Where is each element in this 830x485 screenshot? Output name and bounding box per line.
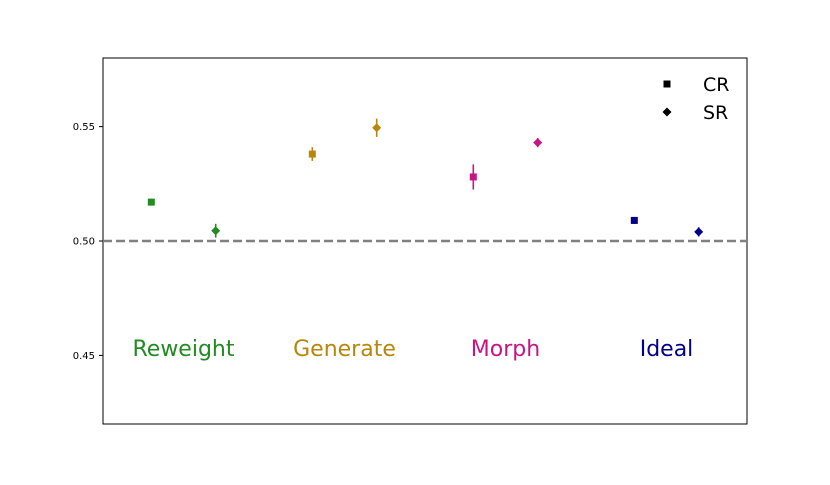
sr-point bbox=[211, 226, 221, 236]
sr-point bbox=[533, 138, 543, 148]
cr-point bbox=[630, 216, 638, 224]
legend: CR SR bbox=[662, 74, 729, 124]
sr-point bbox=[694, 227, 704, 237]
cr-point bbox=[147, 198, 155, 206]
y-tick-label: 0.45 bbox=[73, 351, 95, 362]
legend-marker-cr bbox=[663, 80, 671, 88]
group-label: Reweight bbox=[132, 337, 234, 362]
legend-label: SR bbox=[703, 102, 728, 124]
legend-marker-sr bbox=[662, 107, 672, 117]
group-label: Ideal bbox=[640, 337, 694, 362]
cr-point bbox=[469, 173, 477, 181]
y-tick-label: 0.55 bbox=[73, 122, 95, 133]
sr-point bbox=[372, 123, 382, 133]
legend-label: CR bbox=[703, 74, 729, 96]
cr-point bbox=[308, 150, 316, 158]
group-label: Morph bbox=[471, 337, 540, 362]
y-tick-label: 0.50 bbox=[73, 237, 95, 248]
group-label: Generate bbox=[293, 337, 396, 362]
